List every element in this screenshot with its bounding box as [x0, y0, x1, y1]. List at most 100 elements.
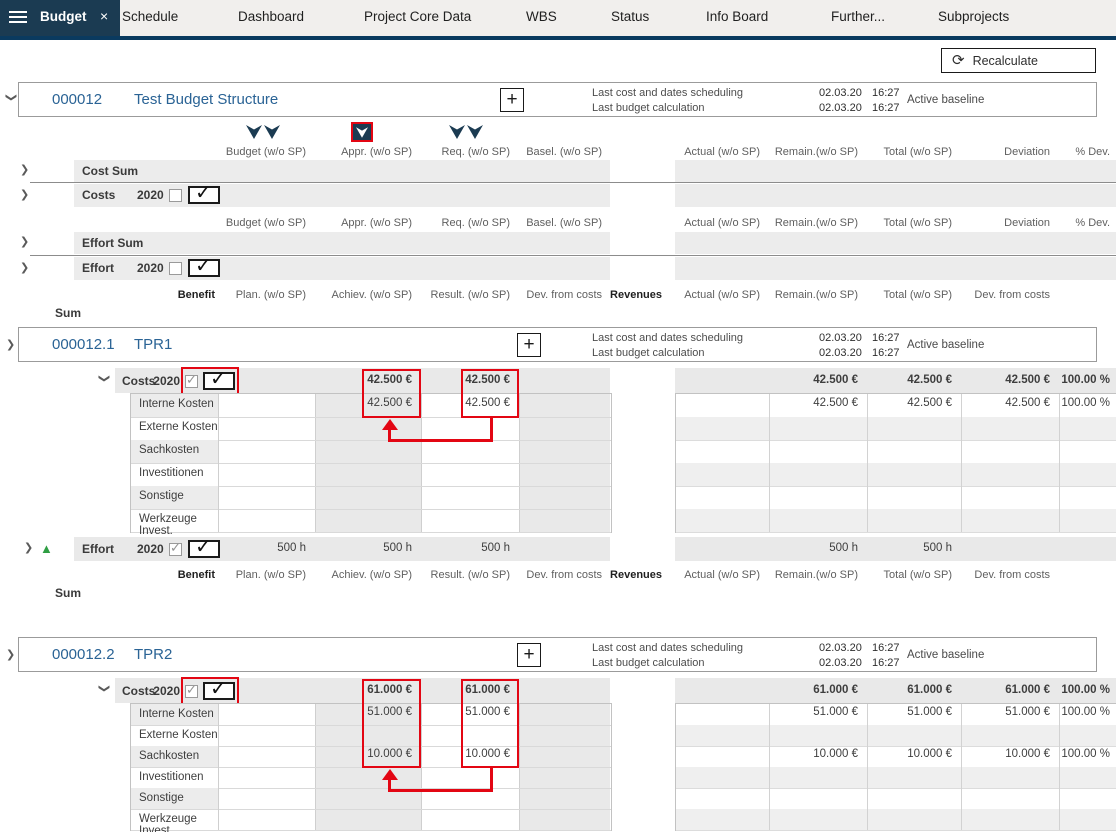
row-band: [74, 160, 610, 182]
cost-type-row: Sonstige: [131, 486, 611, 510]
cost-type-row: Externe Kosten: [131, 725, 611, 747]
col-header-remain: Remain.(w/o SP): [774, 289, 858, 301]
chevron-right-icon[interactable]: ❯: [20, 262, 30, 274]
chevron-right-icon[interactable]: ❯: [20, 236, 30, 248]
costs-year-checkbox[interactable]: ✓: [185, 372, 198, 388]
col-header-appr: Appr. (w/o SP): [341, 217, 412, 229]
effort-year-checkbox[interactable]: ✓: [169, 540, 182, 556]
row-separator: [30, 255, 1116, 256]
row-label-costs: Costs: [122, 684, 156, 698]
value-cell: 500 h: [923, 542, 952, 554]
tab-project-core-data[interactable]: Project Core Data: [364, 9, 472, 24]
recalculate-button[interactable]: ⟳ Recalculate: [941, 48, 1096, 73]
add-button[interactable]: +: [517, 643, 541, 667]
hamburger-icon[interactable]: [9, 11, 27, 24]
totals-row: [676, 440, 1116, 464]
cost-type-label: Sonstige: [131, 486, 219, 509]
value-cell: 42.500 €: [1005, 374, 1050, 386]
col-header-result: Result. (w/o SP): [430, 569, 510, 581]
tab-status[interactable]: Status: [611, 9, 650, 24]
add-button[interactable]: +: [517, 333, 541, 357]
value-cell: 10.000 €: [813, 748, 858, 760]
last-scheduling-date: 02.03.20: [819, 642, 862, 654]
costs-active-checkbox[interactable]: ✓: [188, 182, 220, 204]
tab-budget-label: Budget: [40, 9, 87, 24]
row-band: [675, 537, 1116, 561]
filter-dart-active-icon[interactable]: [351, 122, 373, 142]
chevron-right-icon[interactable]: ❯: [20, 189, 30, 201]
costs-active-checkbox[interactable]: ✓: [203, 678, 235, 700]
cost-type-label: Externe Kosten: [131, 417, 219, 440]
value-cell: 51.000 €: [367, 706, 412, 718]
costs-year-checkbox[interactable]: ✓: [185, 682, 198, 698]
grid-divider: [867, 704, 868, 830]
tab-budget-active[interactable]: Budget ×: [0, 0, 120, 36]
revenues-label: Revenues: [610, 569, 662, 581]
value-cell: 500 h: [277, 542, 306, 554]
last-scheduling-date: 02.03.20: [819, 87, 862, 99]
col-header-appr: Appr. (w/o SP): [341, 146, 412, 158]
chevron-right-icon[interactable]: ❯: [6, 649, 16, 661]
last-budget-calc-label: Last budget calculation: [592, 102, 705, 114]
filter-dart-icon[interactable]: [246, 125, 262, 139]
effort-year-checkbox[interactable]: [169, 262, 182, 275]
chevron-down-icon[interactable]: ❯: [5, 92, 18, 103]
tab-bar: Budget × Schedule Dashboard Project Core…: [0, 0, 1116, 36]
last-budget-calc-date: 02.03.20: [819, 347, 862, 359]
filter-dart-icon[interactable]: [449, 125, 465, 139]
effort-active-checkbox[interactable]: ✓: [188, 536, 220, 558]
tab-schedule[interactable]: Schedule: [122, 9, 179, 24]
section-root-id[interactable]: 000012: [52, 91, 103, 108]
section-root-name[interactable]: Test Budget Structure: [134, 91, 279, 108]
value-cell: 100.00 %: [1061, 374, 1110, 386]
value-cell: 51.000 €: [907, 706, 952, 718]
value-cell: 42.500 €: [813, 374, 858, 386]
section-tpr1-name[interactable]: TPR1: [134, 336, 173, 353]
recalculate-icon: ⟳: [952, 52, 965, 69]
totals-row: [676, 486, 1116, 510]
value-cell: 100.00 %: [1061, 748, 1110, 760]
col-header-remain: Remain.(w/o SP): [774, 217, 858, 229]
costs-year-checkbox[interactable]: [169, 189, 182, 202]
revenues-label: Revenues: [610, 289, 662, 301]
costs-active-checkbox[interactable]: ✓: [203, 368, 235, 390]
value-cell: 500 h: [829, 542, 858, 554]
filter-dart-icon[interactable]: [467, 125, 483, 139]
row-band: [675, 232, 1116, 254]
cost-type-row: Werkzeuge Invest.: [131, 809, 611, 832]
tab-further[interactable]: Further...: [831, 9, 886, 24]
row-band: [675, 160, 1116, 182]
chevron-down-icon[interactable]: ❯: [98, 373, 111, 384]
chevron-right-icon[interactable]: ❯: [6, 339, 16, 351]
add-button[interactable]: +: [500, 88, 524, 112]
effort-active-checkbox[interactable]: ✓: [188, 255, 220, 277]
last-scheduling-time: 16:27: [872, 642, 900, 654]
tab-info-board[interactable]: Info Board: [706, 9, 769, 24]
tab-wbs[interactable]: WBS: [526, 9, 557, 24]
tab-subprojects[interactable]: Subprojects: [938, 9, 1010, 24]
close-icon[interactable]: ×: [100, 8, 109, 24]
value-cell: 500 h: [383, 542, 412, 554]
value-cell: 42.500 €: [367, 397, 412, 409]
check-icon: ✓: [195, 255, 212, 277]
tab-dashboard[interactable]: Dashboard: [238, 9, 305, 24]
value-cell: 61.000 €: [1005, 684, 1050, 696]
cost-type-row: Investitionen: [131, 463, 611, 487]
col-header-plan: Plan. (w/o SP): [235, 569, 306, 581]
section-tpr2-header: 000012.2 TPR2 + Last cost and dates sche…: [18, 637, 1097, 672]
chevron-right-icon[interactable]: ❯: [20, 164, 30, 176]
active-baseline-label: Active baseline: [907, 339, 985, 351]
section-tpr1-id[interactable]: 000012.1: [52, 336, 115, 353]
chevron-right-icon[interactable]: ❯: [24, 542, 34, 554]
value-cell: 51.000 €: [1005, 706, 1050, 718]
chevron-down-icon[interactable]: ❯: [98, 683, 111, 694]
row-band: [74, 232, 610, 254]
year-label: 2020: [153, 684, 180, 698]
section-tpr2-name[interactable]: TPR2: [134, 646, 173, 663]
section-tpr2-id[interactable]: 000012.2: [52, 646, 115, 663]
filter-dart-icon[interactable]: [264, 125, 280, 139]
cost-type-grid: Interne Kosten Externe Kosten Sachkosten…: [130, 703, 612, 832]
year-label: 2020: [137, 188, 164, 202]
row-label-effort-sum: Effort Sum: [82, 236, 144, 250]
sum-label: Sum: [55, 306, 82, 320]
